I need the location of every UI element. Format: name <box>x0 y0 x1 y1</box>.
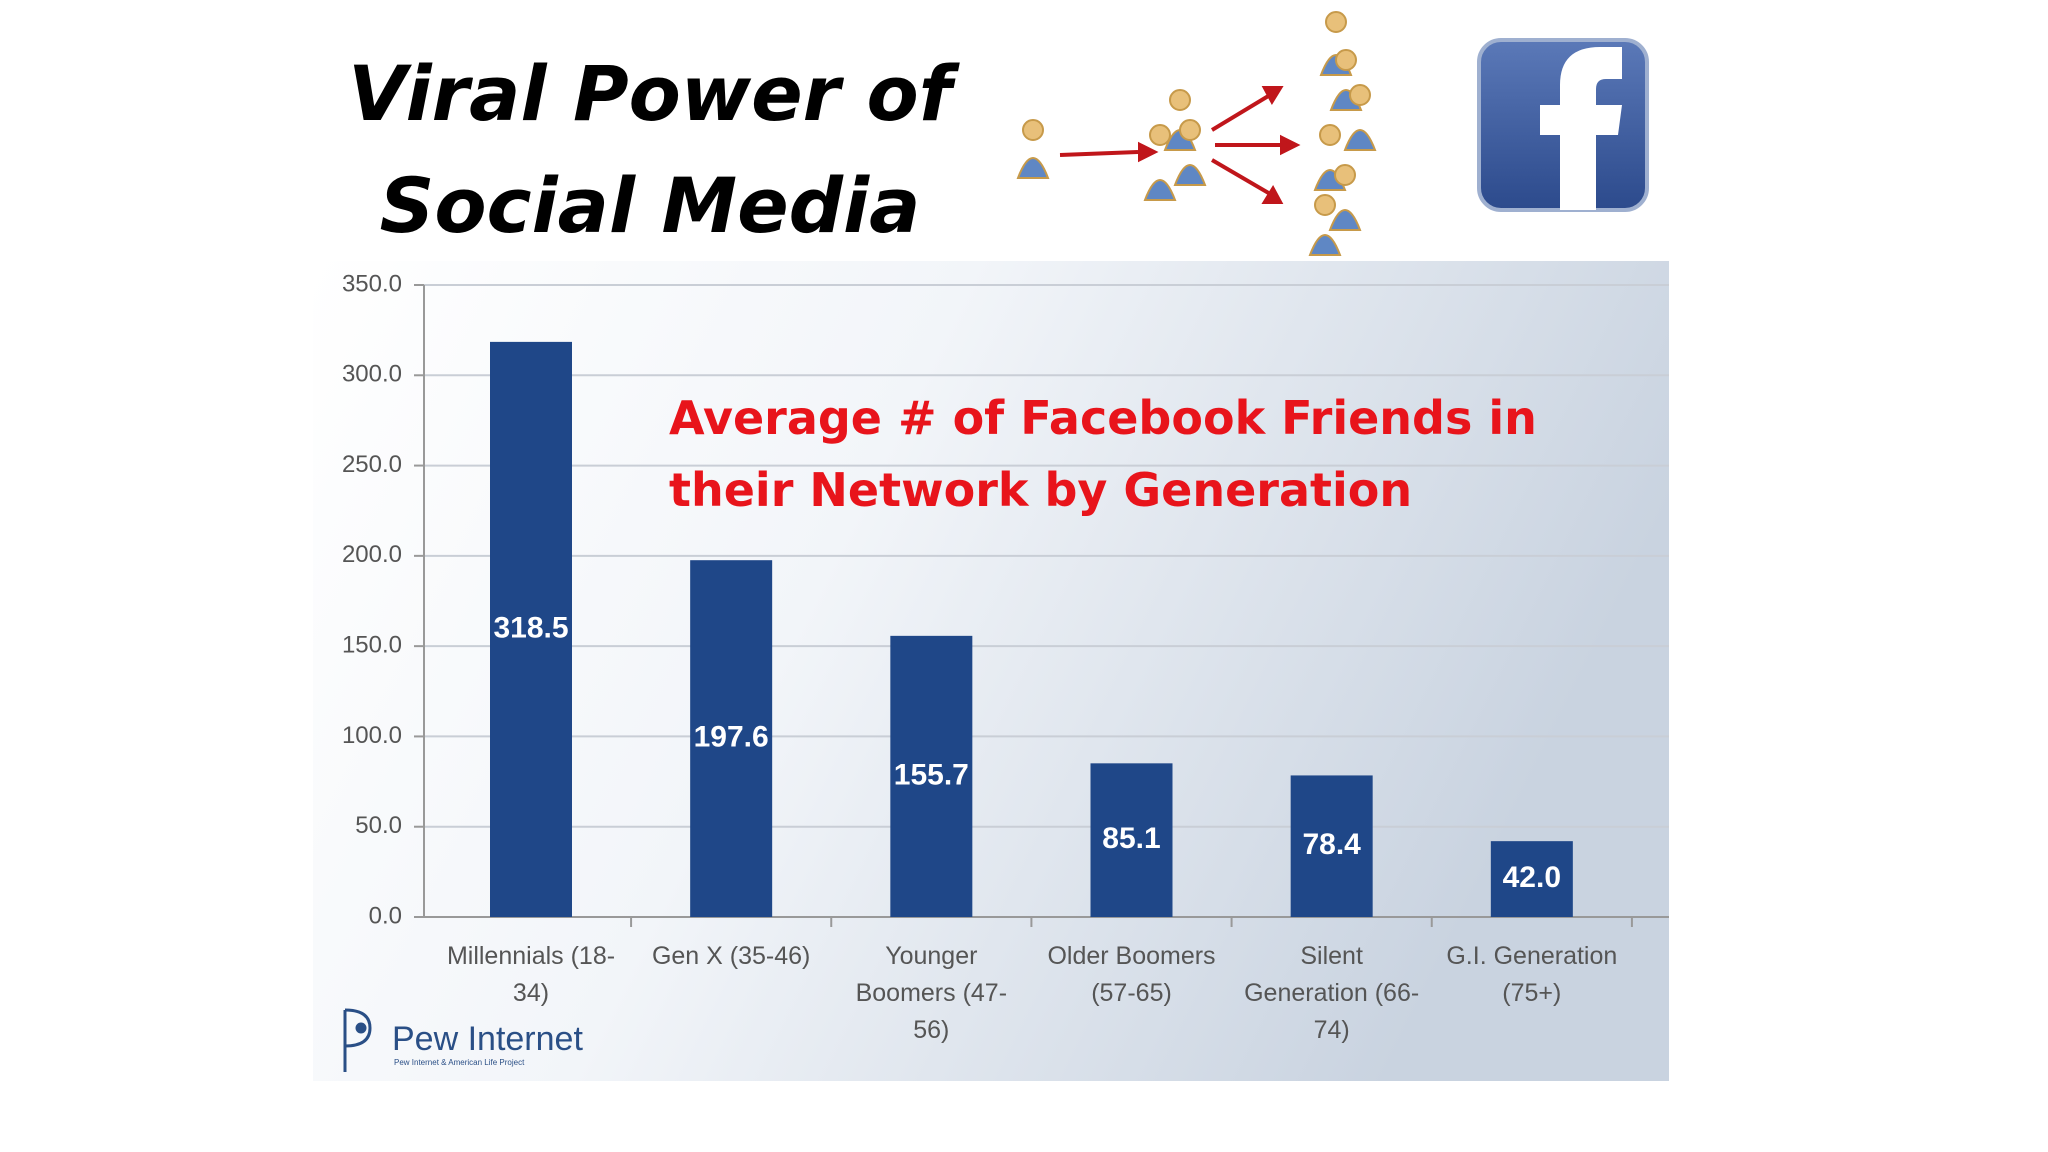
x-tick-label: Millennials (18-34) <box>446 942 616 1007</box>
x-tick-label: Older Boomers (57-65) <box>1047 942 1216 1007</box>
y-tick-label: 50.0 <box>355 812 402 839</box>
facebook-logo <box>1477 38 1649 212</box>
value-label: 42.0 <box>1503 861 1561 894</box>
bar <box>890 635 973 917</box>
y-tick-label: 0.0 <box>369 902 402 929</box>
bar <box>490 341 572 917</box>
pew-logo-icon <box>343 1008 372 1072</box>
y-tick-label: 150.0 <box>342 631 402 658</box>
source-name: Pew Internet <box>392 1020 583 1058</box>
y-tick-label: 300.0 <box>342 361 402 388</box>
y-tick-label: 250.0 <box>342 451 402 478</box>
slide-title: Viral Power of Social Media <box>348 49 952 250</box>
bar <box>1490 841 1573 917</box>
chart-title: Average # of Facebook Friends in their N… <box>669 391 1537 517</box>
y-tick-label: 100.0 <box>342 722 402 749</box>
x-tick-label: Younger Boomers (47-56) <box>855 942 1008 1044</box>
network-arrows <box>1059 86 1301 204</box>
y-tick-label: 350.0 <box>342 270 402 297</box>
value-label: 318.5 <box>493 611 568 644</box>
x-tick-label: Silent Generation (66-74) <box>1244 942 1420 1044</box>
x-tick-label: G.I. Generation (75+) <box>1446 942 1618 1007</box>
value-label: 78.4 <box>1302 828 1361 861</box>
network-icon <box>1016 11 1377 256</box>
value-label: 155.7 <box>894 758 969 791</box>
value-label: 85.1 <box>1102 822 1160 855</box>
value-label: 197.6 <box>694 721 769 754</box>
y-tick-label: 200.0 <box>342 541 402 568</box>
bar <box>1290 775 1373 917</box>
bar <box>690 560 773 917</box>
source-subtitle: Pew Internet & American Life Project <box>394 1058 525 1067</box>
x-tick-label: Gen X (35-46) <box>651 942 811 970</box>
bar <box>1090 763 1173 917</box>
